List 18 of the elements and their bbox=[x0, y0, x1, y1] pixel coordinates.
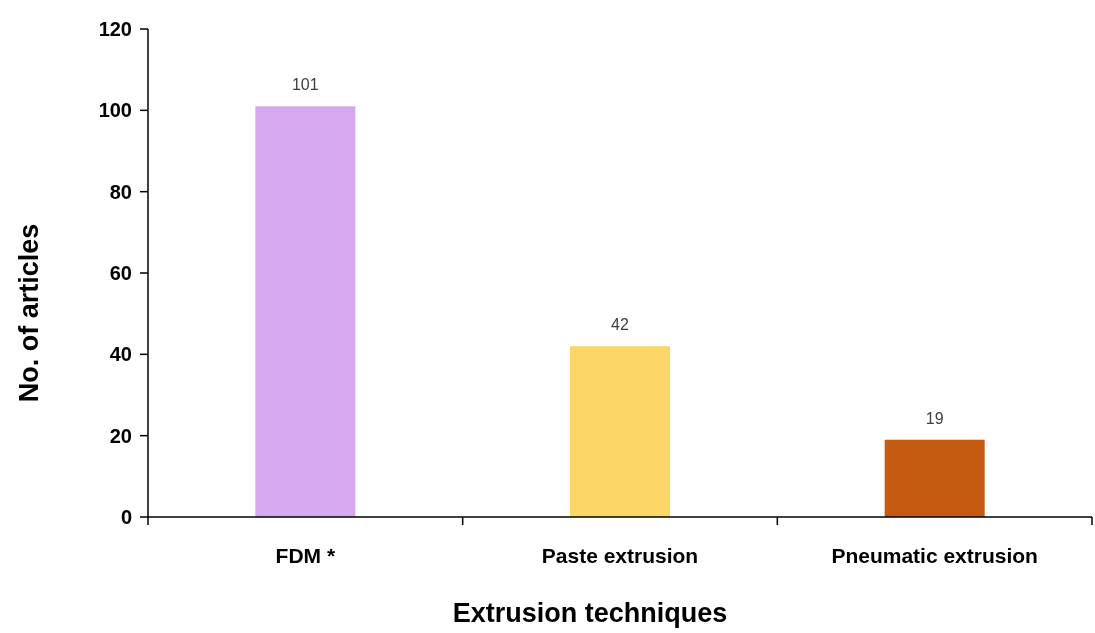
bar bbox=[884, 439, 985, 517]
x-tick-label: FDM * bbox=[275, 544, 336, 567]
y-tick-label: 80 bbox=[109, 180, 132, 203]
bar bbox=[570, 346, 670, 517]
y-tick-label: 120 bbox=[98, 18, 132, 40]
y-axis-title: No. of articles bbox=[14, 223, 44, 403]
x-axis-title: Extrusion techniques bbox=[452, 598, 728, 628]
y-tick-label: 100 bbox=[98, 99, 132, 122]
data-label: 19 bbox=[925, 409, 944, 427]
y-tick-label: 0 bbox=[120, 506, 132, 528]
data-label: 42 bbox=[611, 316, 629, 334]
x-tick-label: Paste extrusion bbox=[541, 544, 699, 567]
data-label: 101 bbox=[291, 76, 319, 94]
x-tick-label: Pneumatic extrusion bbox=[831, 544, 1038, 567]
y-tick-label: 20 bbox=[109, 424, 132, 447]
y-tick-label: 40 bbox=[109, 343, 132, 366]
bar bbox=[255, 106, 356, 517]
y-tick-label: 60 bbox=[109, 262, 132, 284]
